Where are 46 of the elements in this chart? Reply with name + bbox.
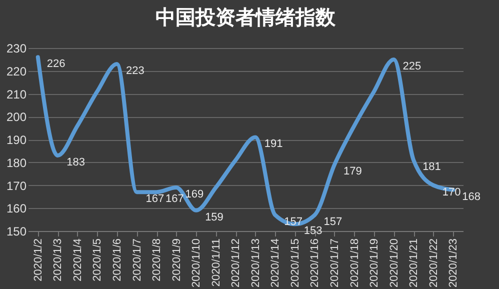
data-label: 167 (146, 193, 164, 206)
x-tick-label: 2020/1/18 (348, 238, 361, 288)
data-label: 167 (166, 193, 184, 206)
x-tick-label: 2020/1/12 (230, 238, 242, 288)
data-label: 226 (46, 58, 66, 70)
y-tick-label: 190 (6, 133, 27, 147)
x-tick-label: 2020/1/22 (428, 238, 440, 288)
x-tick-label: 2020/1/14 (270, 238, 282, 288)
x-tick-label: 2020/1/8 (151, 238, 164, 282)
y-tick-label: 160 (6, 202, 27, 216)
data-label: 159 (205, 211, 224, 224)
x-tick-label: 2020/1/20 (388, 238, 400, 288)
data-label: 153 (304, 225, 322, 238)
x-tick-label: 2020/1/16 (309, 238, 322, 288)
x-tick-label: 2020/1/15 (289, 238, 302, 288)
x-tick-label: 2020/1/7 (131, 238, 144, 282)
x-tick-label: 2020/1/2 (32, 238, 44, 282)
x-tick-label: 2020/1/11 (210, 238, 222, 287)
x-tick-label: 2020/1/13 (250, 238, 262, 288)
chart-title: 中国投资者情绪指数 (156, 7, 336, 29)
x-tick-label: 2020/1/23 (448, 238, 460, 288)
data-label: 168 (462, 190, 480, 203)
x-tick-label: 2020/1/17 (328, 238, 341, 288)
data-label: 223 (126, 65, 144, 78)
data-label: 169 (185, 188, 204, 201)
y-tick-label: 180 (6, 156, 27, 170)
data-label: 191 (264, 138, 283, 150)
y-tick-label: 210 (6, 87, 27, 102)
y-tick-label: 150 (6, 224, 27, 238)
x-tick-label: 2020/1/19 (368, 238, 381, 288)
y-tick-label: 200 (6, 110, 27, 124)
x-tick-label: 2020/1/6 (111, 238, 124, 282)
x-tick-label: 2020/1/5 (92, 238, 104, 282)
x-tick-label: 2020/1/10 (190, 238, 203, 288)
data-label: 181 (422, 161, 441, 174)
data-label: 225 (402, 60, 422, 72)
y-tick-label: 230 (6, 42, 27, 56)
data-label: 183 (66, 156, 86, 169)
y-tick-label: 170 (6, 178, 27, 193)
data-label: 179 (343, 166, 362, 178)
x-tick-label: 2020/1/9 (170, 238, 183, 282)
x-tick-label: 2020/1/3 (52, 238, 64, 282)
x-tick-label: 2020/1/21 (408, 238, 420, 288)
y-tick-label: 220 (6, 64, 27, 78)
data-label: 157 (324, 216, 342, 228)
x-tick-label: 2020/1/4 (72, 238, 84, 282)
